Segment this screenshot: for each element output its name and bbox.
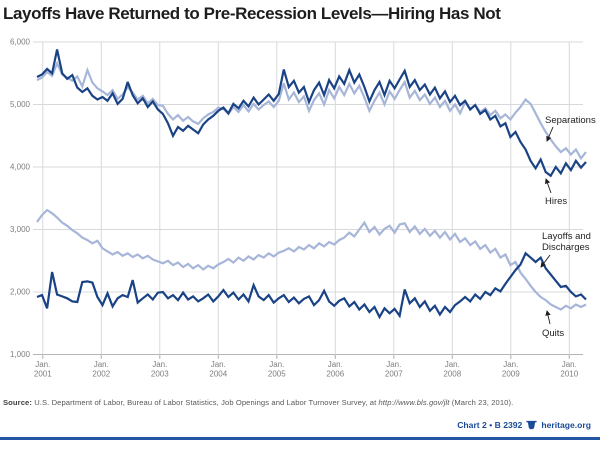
x-axis-month-label: Jan. — [152, 360, 167, 369]
source-note: Source: U.S. Department of Labor, Bureau… — [3, 398, 597, 407]
x-axis-year-label: 2009 — [502, 370, 520, 379]
x-axis-month-label: Jan. — [269, 360, 284, 369]
x-axis-month-label: Jan. — [386, 360, 401, 369]
source-label: Source: — [3, 398, 32, 407]
y-axis-label: 6,000 — [10, 38, 31, 47]
x-axis-month-label: Jan. — [445, 360, 460, 369]
y-axis-label: 3,000 — [10, 225, 31, 234]
x-axis-month-label: Jan. — [211, 360, 226, 369]
source-text: U.S. Department of Labor, Bureau of Labo… — [31, 398, 379, 407]
legend-label-separations: Separations — [545, 115, 596, 126]
x-axis-year-label: 2003 — [151, 370, 169, 379]
x-axis-month-label: Jan. — [328, 360, 343, 369]
y-axis-label: 1,000 — [10, 350, 31, 359]
footer-rule — [0, 437, 600, 440]
legend-arrow-separations — [546, 126, 554, 142]
x-axis-year-label: 2005 — [268, 370, 286, 379]
legend-label-hires: Hires — [545, 196, 567, 207]
chart-reference: Chart 2 • B 2392 — [457, 420, 523, 430]
x-axis-year-label: 2002 — [92, 370, 110, 379]
series-line-quits — [36, 208, 587, 311]
x-axis-month-label: Jan. — [503, 360, 518, 369]
footer: Chart 2 • B 2392 heritage.org — [457, 419, 591, 431]
y-axis-label: 4,000 — [10, 163, 31, 172]
x-axis-month-label: Jan. — [562, 360, 577, 369]
x-axis-year-label: 2006 — [326, 370, 344, 379]
y-axis-label: 5,000 — [10, 100, 31, 109]
heritage-url-link[interactable]: heritage.org — [541, 420, 591, 430]
y-axis-label: 2,000 — [10, 288, 31, 297]
legend-label-quits: Quits — [542, 328, 564, 339]
series-line-hires — [36, 49, 587, 178]
x-axis-year-label: 2008 — [443, 370, 461, 379]
x-axis-year-label: 2004 — [209, 370, 227, 379]
legend-label-layoffs: Layoffs and — [542, 231, 591, 242]
source-url: http://www.bls.gov/jlt — [378, 398, 450, 407]
chart-title: Layoffs Have Returned to Pre-Recession L… — [3, 4, 501, 23]
x-axis-month-label: Jan. — [94, 360, 109, 369]
legend-arrow-layoffs — [540, 254, 551, 268]
x-axis-year-label: 2001 — [34, 370, 52, 379]
legend-arrow-quits — [545, 310, 551, 325]
x-axis-month-label: Jan. — [35, 360, 50, 369]
legend-arrow-hires — [544, 178, 552, 194]
series-line-separations — [36, 60, 587, 161]
legend-label-layoffs: Discharges — [542, 242, 590, 253]
heritage-foundation-logo-icon — [526, 420, 537, 430]
x-axis-year-label: 2007 — [385, 370, 403, 379]
source-date: (March 23, 2010). — [449, 398, 514, 407]
x-axis-year-label: 2010 — [560, 370, 578, 379]
series-line-layoffs-and-discharges — [36, 251, 587, 320]
